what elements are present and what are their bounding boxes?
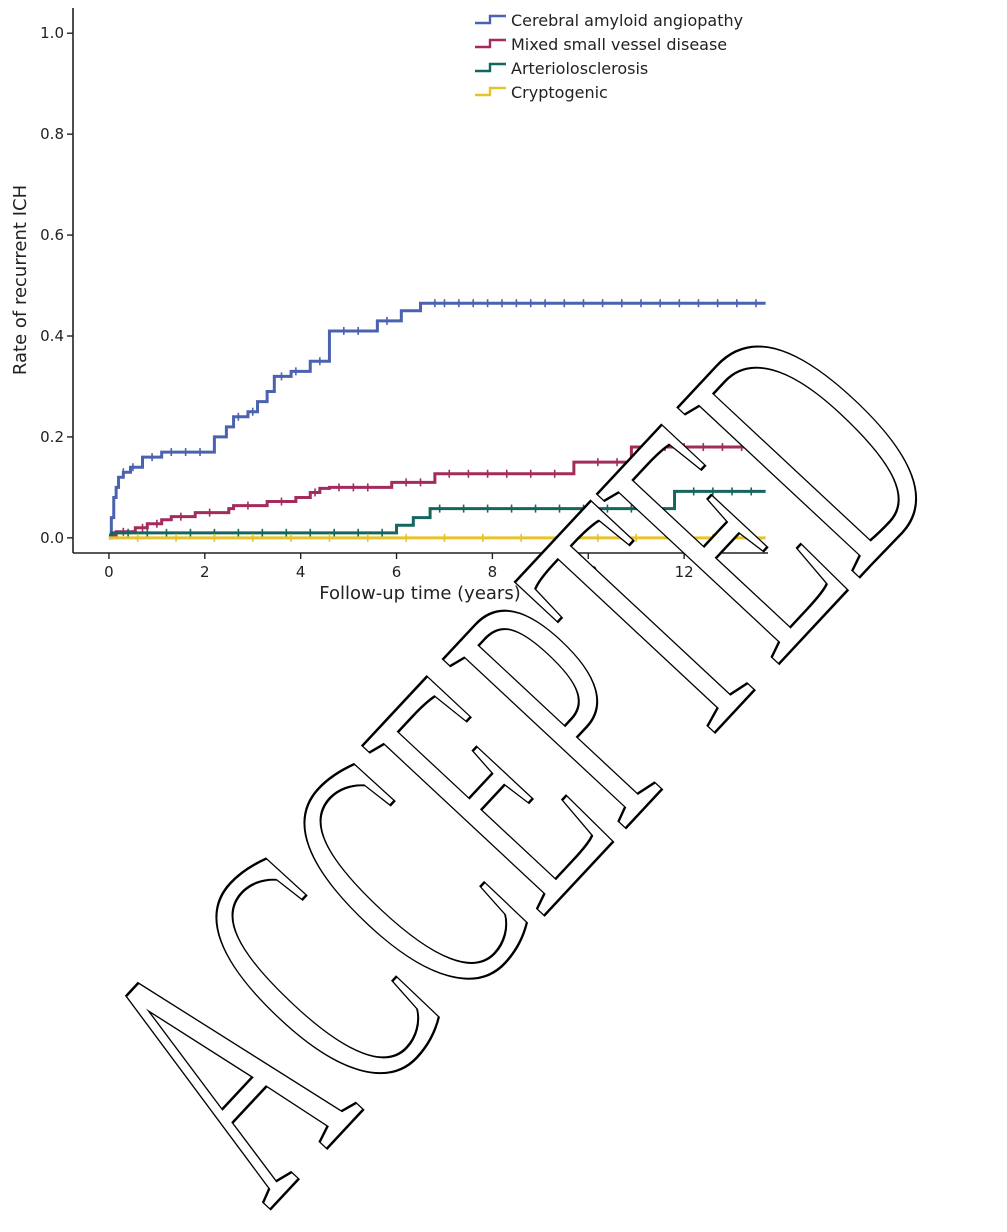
y-tick-label: 0.4 [40, 327, 64, 345]
y-tick-label: 0.2 [40, 428, 64, 446]
legend-item-mixed-small-vessel-disease: Mixed small vessel disease [475, 35, 727, 54]
y-tick-label: 1.0 [40, 24, 64, 42]
y-tick-label: 0.0 [40, 529, 64, 547]
x-tick-label: 8 [488, 563, 498, 581]
legend-label: Mixed small vessel disease [511, 35, 727, 54]
y-axis-title: Rate of recurrent ICH [10, 185, 31, 375]
legend-item-arteriolosclerosis: Arteriolosclerosis [475, 59, 648, 78]
x-tick-label: 2 [200, 563, 210, 581]
x-tick-label: 10 [579, 563, 598, 581]
tick-group: 0 2 4 6 8 10 12 0.0 0.2 0.4 0.6 0.8 1.0 [40, 24, 694, 581]
axes [72, 8, 768, 554]
series-line-cerebral-amyloid-angiopathy [108, 301, 766, 540]
legend-swatch [475, 38, 506, 49]
series-cerebral-amyloid-angiopathy [108, 299, 766, 540]
accepted-watermark: ACCEPTED [21, 248, 1007, 1232]
legend-swatch [475, 14, 506, 25]
x-tick-label: 12 [675, 563, 694, 581]
legend-item-cryptogenic: Cryptogenic [475, 83, 608, 102]
y-tick-label: 0.8 [40, 125, 64, 143]
series-line-arteriolosclerosis [108, 489, 766, 540]
series-mixed-small-vessel-disease [108, 443, 766, 537]
series-arteriolosclerosis [108, 487, 766, 540]
x-tick-label: 4 [296, 563, 306, 581]
legend-swatch [475, 86, 506, 97]
x-tick-label: 6 [392, 563, 402, 581]
x-tick-label: 0 [104, 563, 114, 581]
legend-label: Cerebral amyloid angiopathy [511, 11, 743, 30]
x-axis-title: Follow-up time (years) [319, 583, 520, 604]
series-cryptogenic [108, 533, 766, 542]
legend-item-cerebral-amyloid-angiopathy: Cerebral amyloid angiopathy [475, 11, 743, 30]
legend-label: Cryptogenic [511, 83, 608, 102]
watermark-text: ACCEPTED [22, 249, 1007, 1232]
series-line-mixed-small-vessel-disease [108, 445, 766, 537]
y-tick-label: 0.6 [40, 226, 64, 244]
legend-swatch [475, 62, 506, 73]
series-layer [108, 299, 766, 542]
legend-label: Arteriolosclerosis [511, 59, 648, 78]
legend: Cerebral amyloid angiopathy Mixed small v… [475, 11, 743, 102]
